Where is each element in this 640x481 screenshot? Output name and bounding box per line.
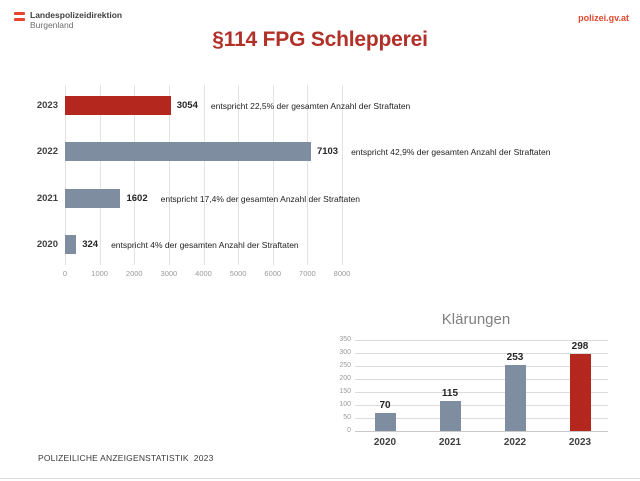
chart-row-2021: 1602 entspricht 17,4% der gesamten Anzahl… bbox=[65, 189, 640, 208]
category-label-2020: 2020 bbox=[36, 239, 58, 250]
x-tick-label: 7000 bbox=[299, 269, 316, 278]
annotation-2023: entspricht 22,5% der gesamten Anzahl der… bbox=[210, 100, 411, 111]
x-tick-label: 3000 bbox=[160, 269, 178, 278]
category-label-2022: 2022 bbox=[36, 146, 58, 157]
x-tick-label: 0 bbox=[62, 269, 68, 278]
gridline-x-8000 bbox=[342, 85, 343, 265]
bar-2020 bbox=[374, 412, 396, 431]
website-link: polizei.gv.at bbox=[578, 13, 629, 23]
x-tick-label: 1000 bbox=[91, 269, 108, 278]
value-label-2020: 324 bbox=[82, 239, 99, 250]
gridline-x-4000 bbox=[203, 85, 205, 265]
logo-region-name: Burgenland bbox=[30, 20, 74, 30]
y-tick-label: 250 bbox=[339, 362, 351, 369]
gridline-y-0 bbox=[355, 431, 608, 432]
gridline-y-350 bbox=[355, 340, 608, 341]
value-label-2022: 7103 bbox=[316, 146, 339, 157]
value-label-2023: 3054 bbox=[176, 100, 198, 111]
bottom-divider bbox=[0, 478, 640, 479]
x-label-2022: 2022 bbox=[503, 437, 527, 448]
category-label-2021: 2021 bbox=[36, 193, 58, 204]
x-label-2020: 2020 bbox=[373, 437, 397, 448]
x-tick-label: 4000 bbox=[195, 269, 212, 278]
annotation-2021: entspricht 17,4% der gesamten Anzahl der… bbox=[160, 193, 361, 204]
y-tick-label: 300 bbox=[339, 349, 351, 356]
gridline-x-6000 bbox=[272, 85, 274, 265]
header-logo: Landespolizeidirektion Burgenland bbox=[14, 10, 122, 30]
chart-row-2020: 324 entspricht 4% der gesamten Anzahl der… bbox=[65, 235, 640, 254]
logo-org-name: Landespolizeidirektion bbox=[30, 10, 123, 20]
chart-row-2023: 3054 entspricht 22,5% der gesamten Anzahl… bbox=[65, 96, 640, 115]
y-tick-label: 200 bbox=[339, 375, 351, 382]
austria-flag-icon bbox=[14, 12, 25, 21]
x-tick-label: 6000 bbox=[264, 269, 282, 278]
bar-2022 bbox=[65, 142, 311, 161]
value-label-2021: 1602 bbox=[126, 193, 148, 204]
x-label-2023: 2023 bbox=[568, 437, 592, 448]
bar-2023 bbox=[569, 353, 591, 431]
x-tick-label: 8000 bbox=[333, 269, 351, 278]
gridline-x-1000 bbox=[99, 85, 101, 265]
category-label-2023: 2023 bbox=[36, 100, 58, 111]
bar-2021 bbox=[439, 401, 461, 431]
footer-note: POLIZEILICHE ANZEIGENSTATISTIK 2023 bbox=[38, 453, 214, 463]
value-label-2022: 253 bbox=[506, 352, 524, 364]
bar-2020 bbox=[65, 235, 77, 254]
gridline-y-50 bbox=[355, 418, 608, 419]
bar-2021 bbox=[65, 189, 121, 208]
x-tick-label: 2000 bbox=[125, 269, 143, 278]
gridline-y-300 bbox=[355, 353, 608, 354]
y-tick-label: 350 bbox=[339, 336, 351, 343]
value-label-2020: 70 bbox=[379, 399, 391, 411]
page-title: §114 FPG Schlepperei bbox=[212, 28, 428, 51]
value-label-2023: 298 bbox=[571, 340, 589, 352]
logo-text: Landespolizeidirektion Burgenland bbox=[30, 10, 122, 30]
y-tick-label: 0 bbox=[347, 427, 351, 434]
chart-row-2022: 7103 entspricht 42,9% der gesamten Anzahl… bbox=[65, 142, 640, 161]
gridline-y-250 bbox=[355, 366, 608, 367]
value-label-2021: 115 bbox=[441, 388, 459, 400]
gridline-x-5000 bbox=[238, 85, 240, 265]
y-tick-label: 50 bbox=[343, 414, 351, 421]
gridline-y-200 bbox=[355, 379, 608, 380]
bar-2022 bbox=[504, 365, 526, 431]
gridline-y-100 bbox=[355, 405, 608, 406]
x-label-2021: 2021 bbox=[438, 437, 462, 448]
gridline-y-150 bbox=[355, 392, 608, 393]
x-tick-label: 5000 bbox=[229, 269, 247, 278]
gridline-x-0 bbox=[65, 85, 66, 265]
y-tick-label: 100 bbox=[339, 401, 351, 408]
gridline-x-3000 bbox=[168, 85, 170, 265]
bar-2023 bbox=[65, 96, 171, 115]
annotation-2022: entspricht 42,9% der gesamten Anzahl der… bbox=[351, 146, 551, 157]
annotation-2020: entspricht 4% der gesamten Anzahl der St… bbox=[111, 239, 299, 250]
gridline-x-7000 bbox=[307, 85, 309, 265]
y-tick-label: 150 bbox=[339, 388, 351, 395]
gridline-x-2000 bbox=[134, 85, 136, 265]
klaerungen-title: Klärungen bbox=[441, 311, 511, 328]
